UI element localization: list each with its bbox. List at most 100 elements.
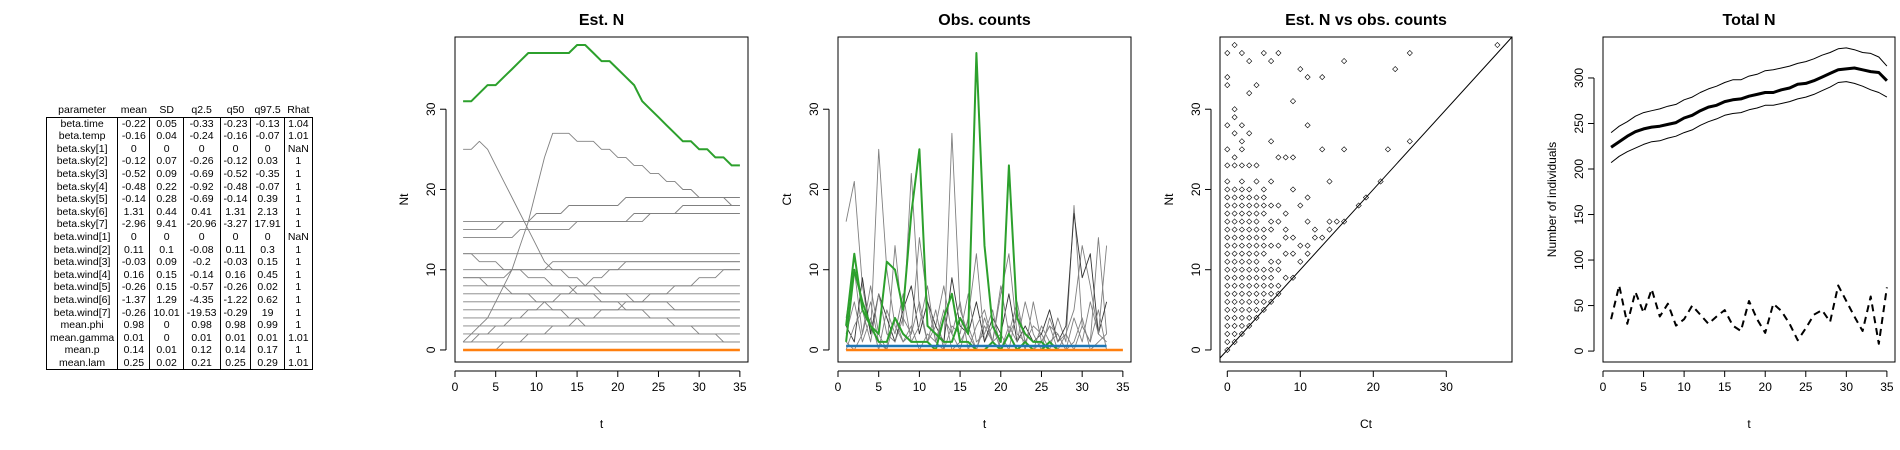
scatter-point bbox=[1253, 298, 1260, 305]
table-header-cell: Rhat bbox=[287, 104, 310, 116]
scatter-point bbox=[1289, 250, 1297, 257]
table-row: beta.time -0.22 0.05 -0.33 -0.23 -0.13 1.04 bbox=[47, 117, 313, 131]
scatter-point bbox=[1246, 186, 1253, 193]
x-tick-label: 0 bbox=[452, 380, 459, 394]
x-tick-label: 35 bbox=[733, 380, 747, 394]
x-tick-label: 0 bbox=[835, 380, 842, 394]
scatter-point bbox=[1224, 146, 1231, 153]
table-cell: 9.41 bbox=[149, 218, 184, 231]
scatter-point bbox=[1311, 234, 1318, 241]
x-tick-label: 30 bbox=[692, 380, 706, 394]
table-row: mean.phi 0.98 0 0.98 0.98 0.99 1 bbox=[47, 319, 313, 332]
table-body: beta.time -0.22 0.05 -0.33 -0.23 -0.13 1.04 bet… bbox=[46, 117, 313, 370]
scatter-point bbox=[1275, 266, 1282, 273]
table-header-cell: mean bbox=[120, 104, 147, 116]
scatter-point bbox=[1260, 298, 1267, 305]
x-tick-label: 5 bbox=[875, 380, 882, 394]
x-tick-label: 20 bbox=[611, 380, 625, 394]
scatter-point bbox=[1231, 218, 1238, 225]
parameter-name-cell: beta.wind[5] bbox=[53, 281, 111, 294]
parameter-name-cell: mean.lam bbox=[59, 356, 106, 369]
scatter-point bbox=[1231, 322, 1238, 329]
scatter-point bbox=[1224, 202, 1231, 209]
parameter-name-cell: beta.wind[1] bbox=[53, 230, 111, 243]
scatter-point bbox=[1246, 274, 1253, 281]
x-tick-label: 10 bbox=[530, 380, 544, 394]
table-row: beta.sky[1] 0 0 0 0 0 NaN bbox=[47, 142, 313, 156]
table-cell: -0.69 bbox=[182, 167, 221, 181]
scatter-point bbox=[1260, 226, 1267, 233]
scatter-point bbox=[1224, 82, 1231, 89]
parameter-name-cell: mean.phi bbox=[60, 319, 104, 332]
table-cell: 0 bbox=[117, 230, 150, 244]
table-cell: -2.96 bbox=[117, 218, 150, 231]
series-line-2 bbox=[1610, 66, 1888, 149]
x-axis-label: t bbox=[1747, 417, 1751, 431]
table-cell: -0.26 bbox=[182, 155, 221, 168]
scatter-point bbox=[1289, 234, 1297, 241]
table-row: mean.gamma 0.01 0 0.01 0.01 0.01 1.01 bbox=[47, 331, 313, 345]
table-row: beta.sky[7] -2.96 9.41 -20.96 -3.27 17.91 1 bbox=[47, 218, 313, 231]
scatter-point bbox=[1304, 122, 1311, 129]
scatter-point bbox=[1275, 154, 1282, 161]
table-cell: 1.01 bbox=[283, 331, 313, 345]
table-cell: -0.13 bbox=[250, 117, 285, 131]
chart-title: Obs. counts bbox=[938, 12, 1031, 29]
scatter-point bbox=[1231, 338, 1238, 345]
table-row: beta.sky[2] -0.12 0.07 -0.26 -0.12 0.03 1 bbox=[47, 155, 313, 168]
table-row: beta.wind[3] -0.03 0.09 -0.2 -0.03 0.15 1 bbox=[47, 256, 313, 269]
scatter-point bbox=[1246, 266, 1253, 273]
scatter-point bbox=[1384, 146, 1391, 153]
plot-frame bbox=[837, 36, 1132, 363]
x-tick-label: 35 bbox=[1116, 380, 1130, 394]
table-cell: 0.21 bbox=[182, 356, 221, 370]
scatter-point bbox=[1268, 282, 1275, 289]
scatter-point bbox=[1268, 242, 1275, 249]
table-cell: 1 bbox=[283, 243, 313, 257]
scatter-point bbox=[1246, 298, 1253, 305]
table-header-row: parameter mean SD q2.5 q50 q97.5 Rhat bbox=[47, 104, 313, 117]
scatter-point bbox=[1282, 210, 1289, 217]
table-cell: 1 bbox=[283, 167, 313, 181]
scatter-point bbox=[1231, 210, 1238, 217]
table-cell: 0 bbox=[117, 142, 150, 156]
x-tick-label: 15 bbox=[570, 380, 584, 394]
scatter-point bbox=[1289, 154, 1297, 161]
table-cell: -0.16 bbox=[117, 130, 150, 143]
table-header-cell: parameter bbox=[58, 104, 107, 116]
table-cell: 0.09 bbox=[149, 167, 184, 181]
y-tick-label: 10 bbox=[807, 263, 821, 277]
parameter-name-cell: beta.sky[4] bbox=[56, 180, 108, 193]
scatter-point bbox=[1297, 258, 1304, 265]
parameter-name-cell: mean.p bbox=[64, 344, 100, 357]
x-tick-label: 35 bbox=[1880, 380, 1894, 394]
scatter-point bbox=[1260, 234, 1267, 241]
scatter-point bbox=[1406, 50, 1413, 57]
scatter-point bbox=[1341, 218, 1348, 225]
table-cell: 0 bbox=[149, 230, 184, 244]
scatter-point bbox=[1238, 146, 1245, 153]
x-axis-label: t bbox=[983, 417, 987, 431]
y-tick-label: 0 bbox=[807, 346, 821, 353]
table-header-cell: q97.5 bbox=[254, 104, 281, 116]
scatter-point bbox=[1246, 194, 1253, 201]
table-cell: -0.23 bbox=[219, 117, 251, 131]
table-cell: 1.01 bbox=[283, 356, 313, 370]
scatter-point bbox=[1282, 250, 1289, 257]
scatter-point bbox=[1289, 186, 1297, 193]
scatter-point bbox=[1238, 186, 1245, 193]
scatter-point bbox=[1494, 42, 1501, 49]
y-axis-label: Nt bbox=[397, 193, 411, 206]
scatter-point bbox=[1246, 290, 1253, 297]
scatter-point bbox=[1253, 226, 1260, 233]
table-cell: -0.07 bbox=[250, 180, 285, 194]
scatter-point bbox=[1246, 210, 1253, 217]
scatter-point bbox=[1260, 306, 1267, 313]
scatter-point bbox=[1224, 322, 1231, 329]
scatter-point bbox=[1224, 306, 1231, 313]
scatter-point bbox=[1355, 202, 1362, 209]
scatter-point bbox=[1260, 266, 1267, 273]
table-cell: 0.16 bbox=[219, 268, 251, 282]
table-cell: -4.35 bbox=[182, 293, 221, 307]
x-tick-label: 30 bbox=[1075, 380, 1089, 394]
